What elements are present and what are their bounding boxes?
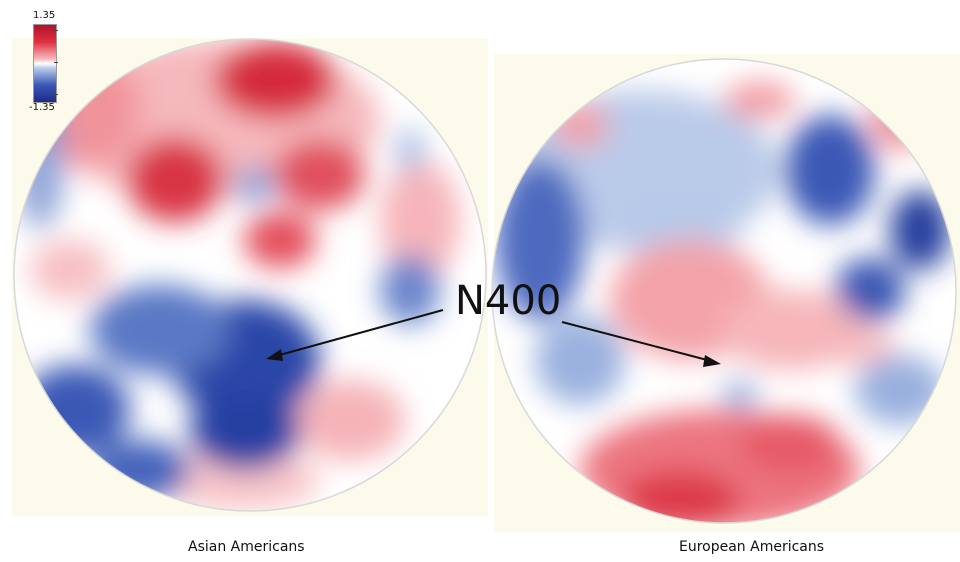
colorbar-max-label: 1.35 (33, 10, 56, 21)
right-head-map (491, 58, 957, 524)
colorbar (33, 24, 57, 103)
n400-annotation: N400 (455, 278, 562, 324)
colorbar-tick (54, 30, 58, 31)
left-head-map (13, 38, 487, 512)
arrow-right (561, 321, 712, 362)
caption-european-americans: European Americans (679, 539, 825, 555)
arrow-left-head (266, 349, 283, 361)
colorbar-tick (54, 62, 58, 63)
caption-asian-americans: Asian Americans (188, 539, 305, 555)
arrow-right-head (703, 355, 721, 367)
arrow-left (275, 309, 444, 357)
n400-arrows (266, 309, 721, 367)
colorbar-min-label: -1.35 (29, 102, 55, 113)
colorbar-tick (54, 94, 58, 95)
